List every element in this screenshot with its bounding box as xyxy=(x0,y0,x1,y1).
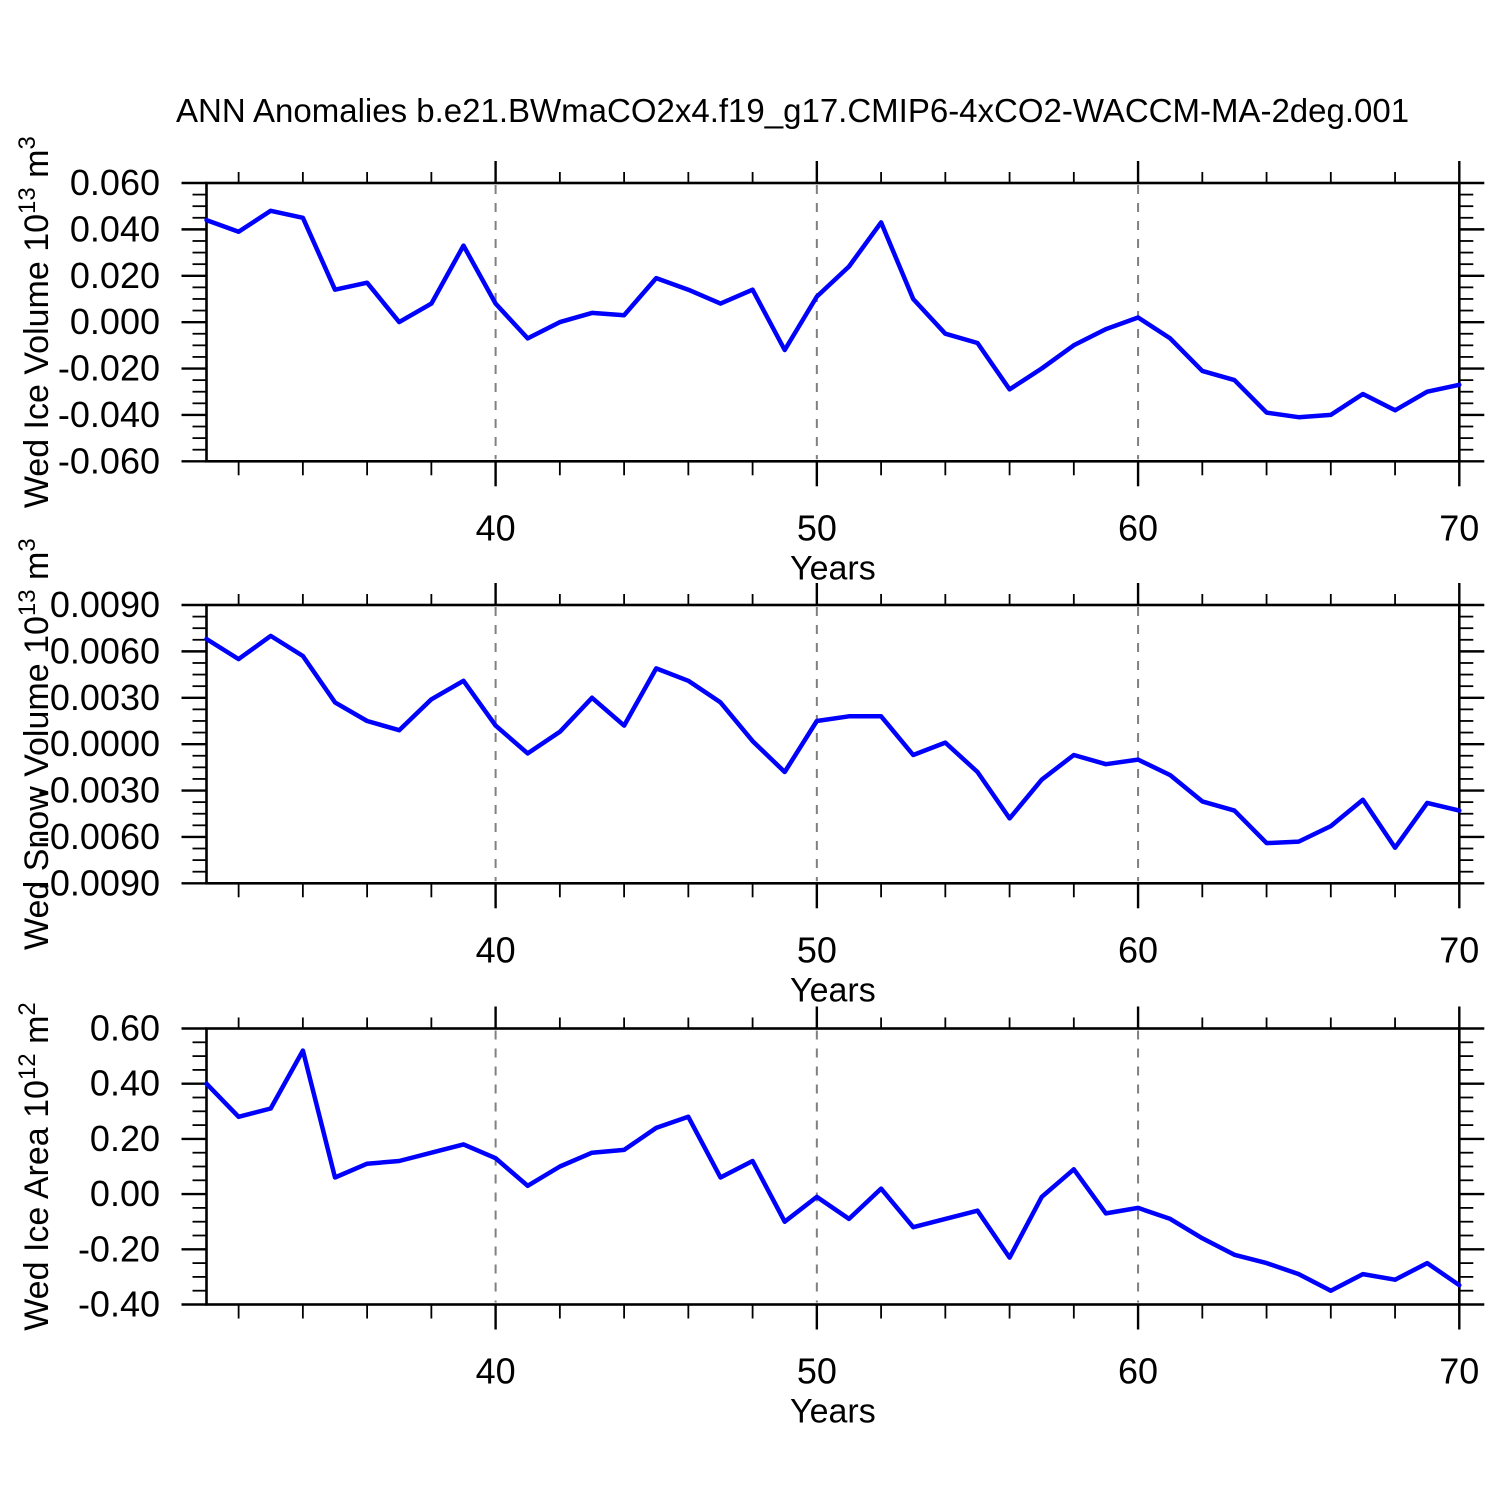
x-tick-label: 60 xyxy=(1118,929,1158,970)
plot-frame xyxy=(205,1027,1461,1306)
y-tick-label: 0.0030 xyxy=(50,677,160,718)
x-tick-label: 70 xyxy=(1439,929,1479,970)
y-tick-label: 0.040 xyxy=(70,208,160,249)
panel-2: 0.0090 0.0060 0.0030 0.0000 -0.0030 -0.0060 -0… xyxy=(14,538,1485,1009)
chart-title: ANN Anomalies b.e21.BWmaCO2x4.f19_g17.CM… xyxy=(176,92,1410,129)
plot-frame xyxy=(205,603,1461,885)
y-tick-label: 0.000 xyxy=(70,301,160,342)
series-line-ice-area-anomaly xyxy=(204,1048,1462,1293)
panel-1: 0.060 0.040 0.020 0.000 -0.020 -0.040 -0.060 40… xyxy=(14,136,1485,587)
y-axis-title: Wed Ice Area 1012 m2 xyxy=(14,1002,56,1331)
y-tick-label: -0.040 xyxy=(58,394,160,435)
plot-frame xyxy=(205,181,1461,463)
y-axis-title: Wed Snow Volume 1013 m3 xyxy=(14,538,56,950)
y-tick-label: 0.40 xyxy=(90,1063,160,1104)
y-tick-label: -0.0060 xyxy=(38,816,160,857)
panel-3: 0.60 0.40 0.20 0.00 -0.20 -0.40 40 50 60 70 Years W… xyxy=(14,1002,1485,1431)
y-tick-label: -0.0090 xyxy=(38,862,160,903)
x-axis-title: Years xyxy=(790,1393,876,1431)
x-tick-label: 70 xyxy=(1439,1351,1479,1392)
y-tick-label: 0.0060 xyxy=(50,630,160,671)
y-tick-label: 0.0090 xyxy=(50,584,160,625)
y-tick-label: 0.00 xyxy=(90,1173,160,1214)
x-tick-label: 40 xyxy=(476,929,516,970)
y-tick-label: 0.060 xyxy=(70,162,160,203)
x-tick-label: 50 xyxy=(797,507,837,548)
series-line-snow-volume-anomaly xyxy=(204,633,1462,850)
y-tick-label: -0.0030 xyxy=(38,770,160,811)
y-tick-label: 0.60 xyxy=(90,1008,160,1049)
y-tick-label: 0.0000 xyxy=(50,723,160,764)
y-tick-label: -0.020 xyxy=(58,348,160,389)
x-tick-label: 50 xyxy=(797,1351,837,1392)
y-axis-title: Wed Ice Volume 1013 m3 xyxy=(14,136,56,508)
y-tick-label: 0.20 xyxy=(90,1118,160,1159)
series-line-ice-volume-anomaly xyxy=(204,208,1462,420)
x-axis-title: Years xyxy=(790,971,876,1009)
x-tick-label: 40 xyxy=(476,1351,516,1392)
x-tick-label: 70 xyxy=(1439,507,1479,548)
x-tick-label: 60 xyxy=(1118,1351,1158,1392)
x-tick-label: 60 xyxy=(1118,507,1158,548)
x-tick-label: 40 xyxy=(476,507,516,548)
y-tick-label: -0.40 xyxy=(78,1284,160,1325)
y-tick-label: -0.060 xyxy=(58,440,160,481)
x-tick-label: 50 xyxy=(797,929,837,970)
y-tick-label: 0.020 xyxy=(70,255,160,296)
y-tick-label: -0.20 xyxy=(78,1228,160,1269)
x-axis-title: Years xyxy=(790,549,876,587)
